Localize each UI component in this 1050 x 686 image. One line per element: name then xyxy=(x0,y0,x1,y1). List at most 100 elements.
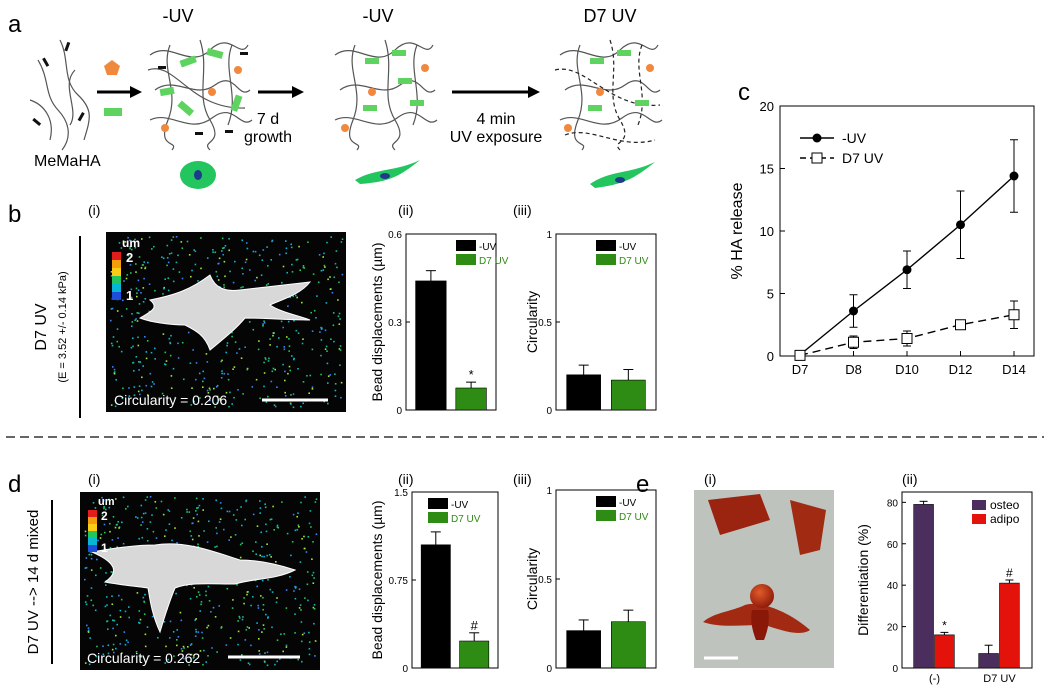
bead-dot xyxy=(123,631,126,633)
bead-dot xyxy=(186,240,189,243)
bead-dot xyxy=(171,539,173,542)
data-point xyxy=(849,306,858,316)
bead-dot xyxy=(130,288,133,291)
bead-dot xyxy=(196,513,198,516)
bead-dot xyxy=(133,394,136,396)
bead-dot xyxy=(197,520,200,523)
bead-dot xyxy=(260,595,262,597)
bead-dot xyxy=(202,498,204,500)
bead-dot xyxy=(263,320,265,323)
bead-dot xyxy=(265,358,267,361)
bead-dot xyxy=(84,578,86,581)
bead-dot xyxy=(222,253,224,256)
bead-dot xyxy=(173,655,175,657)
bead-dot xyxy=(137,344,140,347)
bead-dot xyxy=(305,551,308,553)
bead-dot xyxy=(140,292,142,294)
y-tick-label: 0.6 xyxy=(388,230,402,241)
bead-dot xyxy=(302,338,304,340)
bead-dot xyxy=(241,618,244,621)
bead-dot xyxy=(142,264,144,266)
bead-dot xyxy=(231,403,233,405)
bead-dot xyxy=(205,353,208,355)
bead-dot xyxy=(84,530,87,533)
bead-dot xyxy=(284,395,287,397)
bead-dot xyxy=(148,655,151,657)
bead-dot xyxy=(293,357,295,360)
bead-dot xyxy=(293,590,295,592)
bead-dot xyxy=(146,340,149,342)
bead-dot xyxy=(206,389,209,392)
b-side-label: D7 UV xyxy=(33,303,50,350)
bead-dot xyxy=(220,626,223,628)
bead-dot xyxy=(258,340,260,342)
bead-dot xyxy=(334,373,336,375)
bead-dot xyxy=(259,397,261,400)
bead-dot xyxy=(211,647,213,649)
bead-dot xyxy=(116,523,118,526)
bead-dot xyxy=(92,502,95,504)
bead-dot xyxy=(221,370,223,372)
bead-dot xyxy=(220,377,223,379)
bead-dot xyxy=(95,655,98,658)
bead-dot xyxy=(320,269,323,272)
bead-dot xyxy=(274,405,277,408)
bead-dot xyxy=(327,278,329,281)
bead-dot xyxy=(208,387,211,390)
bead-dot xyxy=(106,620,109,622)
bead-dot xyxy=(195,618,197,620)
bead-dot xyxy=(190,535,193,537)
bead-dot xyxy=(243,602,245,605)
bead-dot xyxy=(113,368,116,371)
bead-dot xyxy=(330,338,332,340)
bead-dot xyxy=(269,344,271,346)
bead-dot xyxy=(135,318,137,320)
y-tick-label: 40 xyxy=(887,581,899,592)
bead-dot xyxy=(165,360,168,362)
bead-dot xyxy=(201,637,204,639)
bead-dot xyxy=(296,528,299,531)
cell-mesh xyxy=(90,543,297,634)
bead-dot xyxy=(327,402,329,405)
bead-dot xyxy=(214,616,217,618)
bead-dot xyxy=(262,325,264,327)
bead-dot xyxy=(143,261,145,263)
bead-dot xyxy=(301,640,303,643)
panel-letter-c: c xyxy=(738,79,750,106)
bead-dot xyxy=(141,389,143,392)
bead-dot xyxy=(111,648,114,651)
bead-dot xyxy=(214,406,216,408)
bead-dot xyxy=(294,294,297,297)
bead-dot xyxy=(259,507,262,509)
bead-dot xyxy=(218,399,221,401)
bead-dot xyxy=(183,647,185,649)
arrow2-line1: 4 min xyxy=(476,111,515,128)
bead-dot xyxy=(308,641,311,643)
bead-dot xyxy=(164,351,167,354)
bead-dot xyxy=(103,523,106,526)
bead-dot xyxy=(129,239,131,242)
bead-dot xyxy=(270,518,273,520)
bead-dot xyxy=(261,555,263,558)
bead-dot xyxy=(130,296,133,299)
bead-dot xyxy=(236,509,239,511)
bead-dot xyxy=(96,558,98,561)
bead-dot xyxy=(226,344,228,347)
bead-dot xyxy=(180,241,183,243)
bead-dot xyxy=(239,617,241,619)
bead-dot xyxy=(123,280,125,282)
bead-dot xyxy=(118,242,121,244)
bar xyxy=(415,280,447,411)
bead-dot xyxy=(264,506,267,509)
bead-dot xyxy=(105,508,107,511)
bead-dot xyxy=(274,663,276,666)
bead-dot xyxy=(191,538,194,541)
d-ii-label: (ii) xyxy=(398,471,414,487)
bar xyxy=(611,379,646,411)
bead-dot xyxy=(84,601,87,603)
bead-dot xyxy=(198,594,201,596)
stage2-title: -UV xyxy=(363,6,394,26)
bead-dot xyxy=(258,629,260,631)
data-point xyxy=(956,220,965,230)
bead-dot xyxy=(114,405,117,408)
